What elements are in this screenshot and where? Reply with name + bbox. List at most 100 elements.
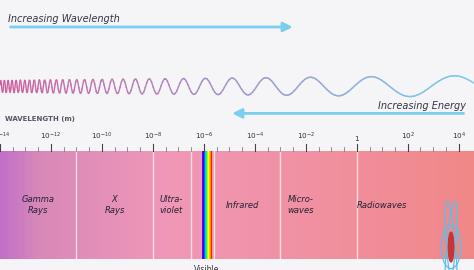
Bar (304, 151, 307, 259)
Bar (240, 151, 243, 259)
Bar (255, 151, 257, 259)
Bar (392, 151, 394, 259)
Bar (151, 151, 153, 259)
Bar (130, 151, 133, 259)
Bar (205, 151, 206, 259)
Circle shape (448, 232, 454, 262)
Bar (64, 151, 66, 259)
Bar (328, 151, 330, 259)
Bar (365, 151, 367, 259)
Bar (455, 151, 457, 259)
Bar (102, 151, 104, 259)
Bar (217, 151, 219, 259)
Bar (173, 151, 175, 259)
Bar (356, 151, 359, 259)
Bar (367, 151, 370, 259)
Bar (465, 151, 468, 259)
Bar (393, 151, 396, 259)
Bar (117, 151, 119, 259)
Bar (56, 151, 58, 259)
Bar (103, 151, 105, 259)
Bar (107, 151, 109, 259)
Text: 10$^{4}$: 10$^{4}$ (452, 130, 466, 142)
Bar (358, 151, 360, 259)
Bar (361, 151, 364, 259)
Bar (344, 151, 346, 259)
Bar (178, 151, 180, 259)
Bar (269, 151, 271, 259)
Text: Radiowaves: Radiowaves (357, 201, 408, 210)
Bar (236, 151, 238, 259)
Bar (135, 151, 137, 259)
Bar (204, 151, 206, 259)
Bar (434, 151, 436, 259)
Bar (51, 151, 53, 259)
Bar (425, 151, 428, 259)
Bar (243, 151, 245, 259)
Bar (401, 151, 403, 259)
Text: X
Rays: X Rays (104, 195, 125, 215)
Bar (384, 151, 386, 259)
Bar (289, 151, 292, 259)
Bar (461, 151, 463, 259)
Bar (237, 151, 239, 259)
Bar (82, 151, 84, 259)
Bar (218, 151, 220, 259)
Bar (210, 151, 212, 259)
Bar (6, 151, 8, 259)
Bar (206, 151, 209, 259)
Bar (89, 151, 91, 259)
Bar (246, 151, 249, 259)
Bar (25, 151, 27, 259)
Bar (44, 151, 46, 259)
Bar (464, 151, 465, 259)
Bar (20, 151, 22, 259)
Bar (397, 151, 399, 259)
Bar (166, 151, 168, 259)
Bar (73, 151, 76, 259)
Bar (313, 151, 315, 259)
Bar (353, 151, 356, 259)
Bar (62, 151, 64, 259)
Bar (204, 151, 205, 259)
Bar (467, 151, 469, 259)
Text: 10$^{-6}$: 10$^{-6}$ (195, 130, 213, 142)
Bar (96, 151, 98, 259)
Bar (175, 151, 178, 259)
Bar (406, 151, 409, 259)
Bar (352, 151, 354, 259)
Bar (302, 151, 304, 259)
Bar (346, 151, 348, 259)
Bar (105, 151, 108, 259)
Text: Ultra-
violet: Ultra- violet (159, 195, 182, 215)
Bar (115, 151, 117, 259)
Bar (331, 151, 333, 259)
Bar (41, 151, 44, 259)
Bar (417, 151, 419, 259)
Bar (100, 151, 102, 259)
Bar (319, 151, 321, 259)
Bar (164, 151, 166, 259)
Bar (271, 151, 273, 259)
Bar (1, 151, 3, 259)
Bar (327, 151, 329, 259)
Bar (77, 151, 79, 259)
Bar (28, 151, 31, 259)
Bar (223, 151, 225, 259)
Bar (90, 151, 92, 259)
Bar (301, 151, 303, 259)
Bar (261, 151, 263, 259)
Bar (337, 151, 340, 259)
Bar (34, 151, 36, 259)
Bar (5, 151, 7, 259)
Bar (380, 151, 383, 259)
Bar (228, 151, 231, 259)
Bar (171, 151, 173, 259)
Bar (469, 151, 472, 259)
Bar (459, 151, 461, 259)
Bar (81, 151, 83, 259)
Bar (23, 151, 25, 259)
Bar (307, 151, 309, 259)
Bar (66, 151, 69, 259)
Bar (168, 151, 171, 259)
